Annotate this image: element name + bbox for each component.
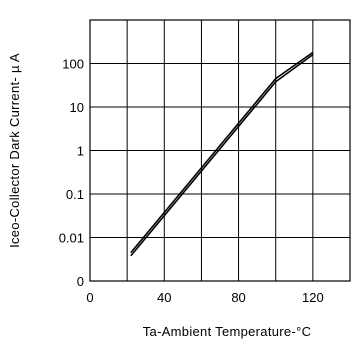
series-line-2 xyxy=(130,53,314,257)
y-tick-label: 0.01 xyxy=(59,231,84,246)
x-tick-label: 40 xyxy=(157,290,171,305)
x-axis-title: Ta-Ambient Temperature-°C xyxy=(143,324,312,339)
y-axis-ticks: 0 0.01 0.1 1 10 100 xyxy=(59,57,84,290)
plot-frame xyxy=(89,19,351,282)
grid xyxy=(90,20,350,281)
x-tick-label: 80 xyxy=(231,290,245,305)
x-tick-label: 0 xyxy=(86,290,93,305)
series-line-1 xyxy=(130,51,314,254)
y-tick-label: 1 xyxy=(77,144,84,159)
x-tick-label: 120 xyxy=(302,290,324,305)
y-tick-label: 10 xyxy=(70,100,84,115)
y-tick-label: 100 xyxy=(62,57,84,72)
y-axis-title: Iceo-Collector Dark Current- µ A xyxy=(7,53,22,248)
x-axis-ticks: 0 40 80 120 xyxy=(86,290,323,305)
curves xyxy=(130,51,314,257)
y-tick-label: 0 xyxy=(77,274,84,289)
y-tick-label: 0.1 xyxy=(66,187,84,202)
